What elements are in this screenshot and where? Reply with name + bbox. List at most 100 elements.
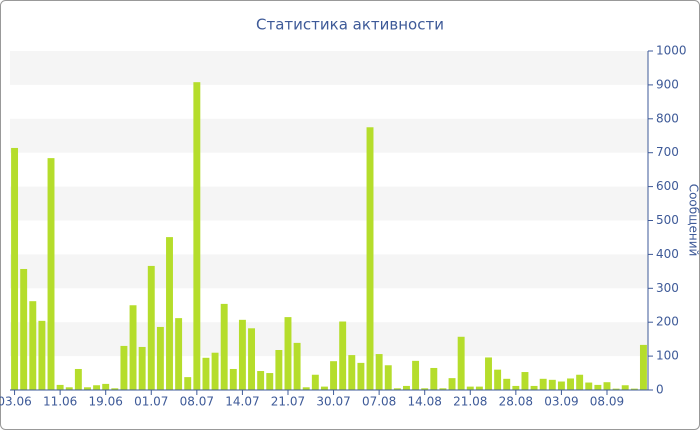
bar	[229, 368, 237, 390]
bar	[248, 328, 255, 390]
bar	[530, 385, 538, 390]
bar	[238, 319, 246, 390]
x-tick-label: 14.08	[408, 395, 442, 409]
y-tick-label: 800	[656, 111, 679, 125]
bar	[166, 237, 173, 390]
y-tick-label: 500	[656, 213, 679, 227]
bar	[111, 388, 119, 390]
grid-band	[10, 322, 648, 357]
y-tick-label: 600	[656, 179, 679, 193]
bar	[302, 387, 310, 390]
y-tick-label: 200	[656, 315, 679, 329]
y-tick-label: 400	[656, 247, 679, 261]
bar	[29, 301, 37, 390]
bar	[320, 386, 328, 390]
bar	[448, 378, 456, 390]
bar	[393, 388, 401, 390]
x-tick-label: 08.07	[180, 395, 214, 409]
x-tick-label: 28.08	[499, 395, 533, 409]
x-tick-label: 21.08	[453, 395, 487, 409]
bar	[412, 360, 420, 390]
bar	[485, 357, 492, 390]
bar	[220, 303, 228, 390]
x-tick-label: 01.07	[134, 395, 168, 409]
y-tick-label: 100	[656, 349, 679, 363]
bar	[275, 349, 283, 390]
bar	[65, 387, 73, 390]
y-tick-label: 300	[656, 281, 679, 295]
bar	[548, 379, 556, 390]
bar	[503, 378, 511, 390]
bar	[375, 354, 383, 390]
bar	[156, 326, 164, 390]
bar	[11, 147, 19, 390]
bar	[521, 372, 529, 390]
bar	[284, 317, 292, 390]
bar	[539, 378, 547, 390]
bar	[494, 369, 502, 390]
bar	[84, 387, 91, 390]
bar	[330, 361, 338, 390]
bar	[576, 374, 584, 390]
bar	[585, 382, 593, 390]
y-tick-label: 900	[656, 77, 679, 91]
bar	[47, 158, 55, 390]
bar	[366, 127, 374, 391]
bar	[193, 82, 201, 391]
grid-band	[10, 254, 648, 289]
bar	[293, 342, 301, 390]
bar	[202, 357, 210, 390]
bar	[594, 384, 602, 390]
bar	[211, 352, 219, 390]
y-tick-label: 1000	[656, 44, 687, 58]
y-tick-label: 700	[656, 145, 679, 159]
x-tick-label: 03.06	[0, 395, 32, 409]
chart-title: Статистика активности	[256, 16, 444, 34]
bar	[339, 321, 347, 390]
bar	[630, 388, 638, 390]
bar	[120, 345, 128, 390]
x-tick-label: 30.07	[316, 395, 350, 409]
bar	[38, 320, 46, 390]
bar	[20, 268, 28, 390]
bar	[567, 378, 574, 390]
y-tick-label: 0	[656, 383, 664, 397]
bar	[74, 368, 82, 390]
bar	[129, 305, 137, 390]
bar	[147, 265, 155, 390]
bar	[384, 365, 392, 390]
bar	[138, 346, 146, 390]
bar	[430, 367, 438, 390]
x-tick-label: 21.07	[271, 395, 305, 409]
bar	[93, 385, 101, 390]
grid-band	[10, 118, 648, 153]
x-tick-label: 19.06	[89, 395, 123, 409]
bar	[512, 385, 520, 390]
bar	[175, 318, 183, 390]
x-tick-label: 08.09	[590, 395, 624, 409]
bar	[311, 374, 319, 390]
bar	[557, 381, 565, 390]
bar	[466, 386, 474, 390]
x-tick-label: 14.07	[225, 395, 259, 409]
bar	[421, 388, 429, 390]
bar	[357, 362, 365, 390]
y-axis-title: Сообщений	[687, 184, 700, 257]
bar	[102, 383, 110, 390]
bar	[621, 385, 629, 390]
grid-band	[10, 186, 648, 221]
bar	[475, 386, 483, 390]
bar	[184, 377, 192, 390]
bar	[56, 384, 64, 390]
bar	[639, 344, 647, 390]
bar	[603, 382, 611, 390]
bar	[612, 388, 620, 390]
bar	[257, 371, 265, 390]
bar	[457, 336, 465, 390]
bar	[403, 385, 410, 390]
bar	[348, 355, 356, 390]
x-tick-label: 11.06	[43, 395, 77, 409]
grid-band	[10, 51, 648, 85]
